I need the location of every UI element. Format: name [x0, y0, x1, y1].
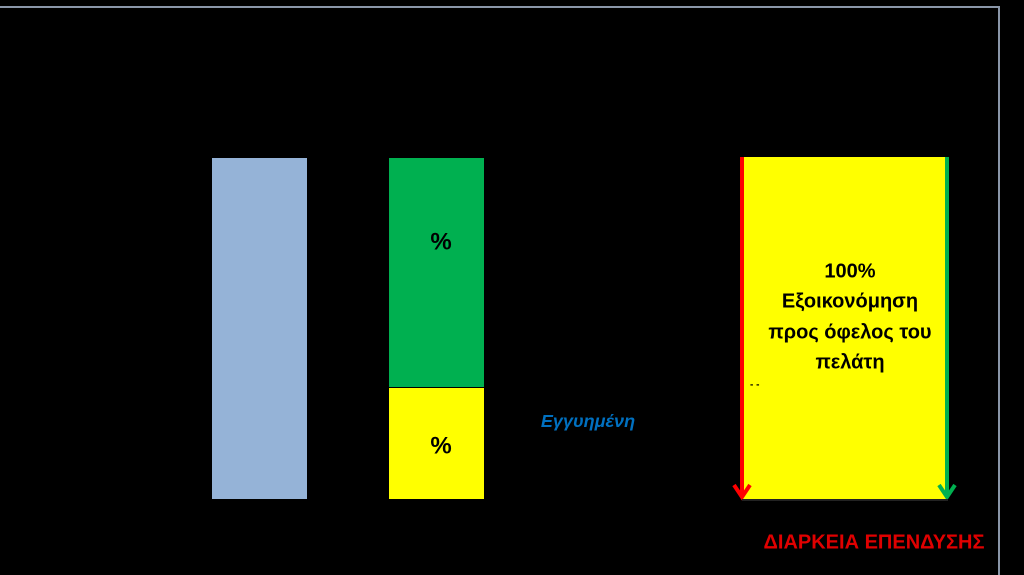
savings-line: προς όφελος του: [768, 321, 931, 343]
savings-box: [742, 157, 948, 500]
blue-bar: [212, 158, 307, 499]
yellow-bar-label: %: [430, 432, 451, 459]
savings-line: 100%: [824, 260, 875, 282]
red-arrow-head: [732, 483, 752, 501]
frame: [0, 6, 1000, 575]
green-arrow-head: [937, 483, 957, 501]
savings-line: πελάτη: [815, 351, 884, 373]
guaranteed-label: Εγγυημένη: [541, 411, 635, 431]
dash-mark: - -: [750, 380, 759, 391]
savings-line: Εξοικονόμηση: [782, 290, 918, 312]
yellow-bar: [389, 388, 484, 499]
green-bar: [389, 158, 484, 387]
duration-label: ΔΙΑΡΚΕΙΑ ΕΠΕΝΔΥΣΗΣ: [764, 531, 985, 553]
green-bar-label: %: [430, 228, 451, 255]
